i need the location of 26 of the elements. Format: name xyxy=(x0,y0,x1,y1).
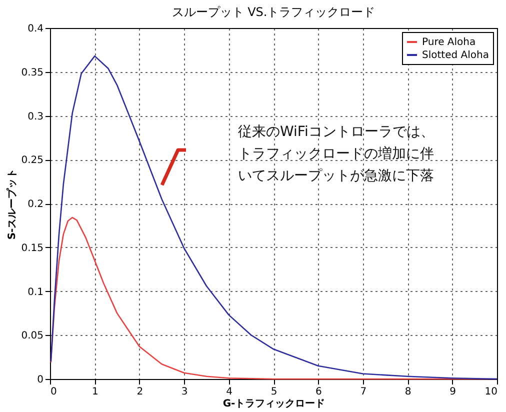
y-tick-label: 0.25 xyxy=(21,155,44,166)
x-tick-label: 9 xyxy=(450,386,456,398)
x-tick-label: 1 xyxy=(92,386,98,398)
y-tick-label: 0.1 xyxy=(28,286,44,298)
y-axis-title: S-スループット xyxy=(6,168,18,240)
y-tick-label: 0.05 xyxy=(21,330,44,342)
legend-label: Pure Aloha xyxy=(422,37,476,48)
y-tick-label: 0.3 xyxy=(28,111,44,122)
x-tick-label: 3 xyxy=(181,386,188,398)
x-tick-label: 6 xyxy=(316,386,322,398)
x-tick-label: 5 xyxy=(270,386,278,398)
y-tick-label: 0 xyxy=(37,374,44,386)
x-tick-label: 10 xyxy=(484,386,498,398)
x-tick-label: 4 xyxy=(226,386,232,398)
x-tick-label: 2 xyxy=(136,386,144,398)
chart-title: スループット VS.トラフィックロード xyxy=(172,5,376,19)
y-tick-label: 0.4 xyxy=(28,24,44,34)
y-tick-label: 0.35 xyxy=(21,67,44,78)
y-tick-label: 0.2 xyxy=(28,199,44,210)
x-tick-label: 0 xyxy=(50,386,57,398)
y-tick-label: 0.15 xyxy=(21,242,44,254)
legend-label: Slotted Aloha xyxy=(422,50,489,61)
annotation: 従来のWiFiコントローラでは、トラフィックロードの増加に伴いてスループットが急激に下落 xyxy=(238,124,434,184)
x-tick-label: 7 xyxy=(360,386,367,398)
x-tick-label: 8 xyxy=(404,386,412,398)
x-axis-title: G-トラフィックロード xyxy=(222,398,326,410)
